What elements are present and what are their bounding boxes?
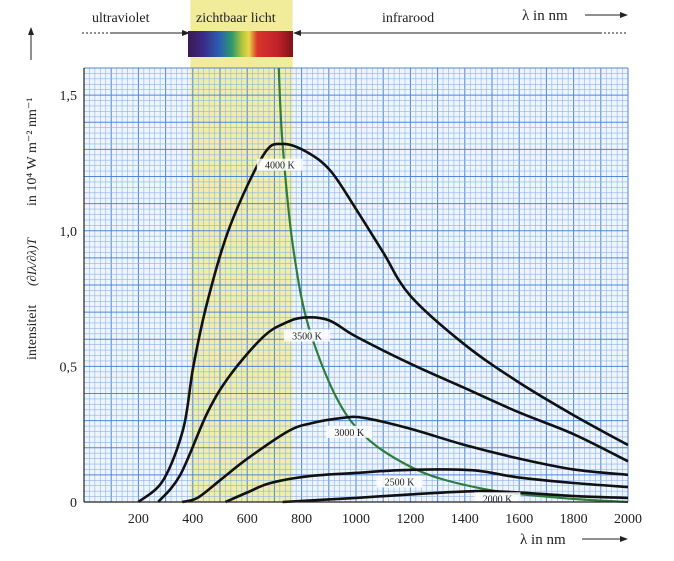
x-tick-label: 1600 <box>505 512 533 527</box>
y-axis-label-unit: in 10⁴ W m⁻² nm⁻¹ <box>25 98 40 206</box>
curves <box>137 67 629 504</box>
curve-label-bg <box>376 475 423 488</box>
curve-label: 4000 K <box>265 161 296 172</box>
curve-label-bg <box>256 158 303 171</box>
x-axis-arrow <box>582 536 628 542</box>
y-tick-label: 0,5 <box>60 360 78 375</box>
axes <box>83 68 628 503</box>
x-tick-labels: 200 400 600 800 1000 1200 1400 1600 1800 2000 <box>128 512 642 527</box>
spectrum-header: ultraviolet zichtbaar licht infrarood λ … <box>82 8 628 57</box>
y-axis-label-prefix: intensiteit <box>25 305 40 360</box>
y-tick-labels: 0 0,5 1,0 1,5 <box>60 89 78 511</box>
series-line-4000k <box>137 142 629 504</box>
curve-labels: 4000 K 3500 K 3000 K 2500 K 2000 K <box>256 158 521 505</box>
series-line-2500k <box>224 468 629 504</box>
series-line-2000k <box>282 489 629 504</box>
infrared-arrow <box>293 30 628 36</box>
x-tick-label: 800 <box>291 512 312 527</box>
y-tick-label: 1,5 <box>60 89 78 104</box>
peak-locus-line <box>277 67 629 504</box>
y-tick-label: 0 <box>70 496 77 511</box>
y-axis-label-formula: (∂Iλ/∂λ)T <box>24 237 39 286</box>
visible-light-label: zichtbaar licht <box>196 11 276 26</box>
x-tick-label: 1200 <box>396 512 424 527</box>
series-line-3500k <box>157 316 629 503</box>
top-axis-label: λ in nm <box>522 8 568 24</box>
x-tick-label: 200 <box>128 512 149 527</box>
x-axis-label: λ in nm <box>520 532 566 548</box>
ultraviolet-label: ultraviolet <box>92 11 150 26</box>
x-tick-label: 2000 <box>614 512 642 527</box>
x-tick-label: 1800 <box>560 512 588 527</box>
curve-label-bg <box>474 492 521 505</box>
series-line-3000k <box>181 415 629 504</box>
curve-label-bg <box>284 329 331 342</box>
curve-label: 3500 K <box>292 332 323 343</box>
curve-label-bg <box>326 425 373 438</box>
spectrum-bar <box>188 31 293 57</box>
y-axis-label: intensiteit (∂Iλ/∂λ)T in 10⁴ W m⁻² nm⁻¹ <box>24 27 40 360</box>
x-tick-label: 1000 <box>342 512 370 527</box>
infrared-label: infrarood <box>382 11 434 26</box>
curve-label: 2500 K <box>385 477 416 488</box>
top-axis-arrow <box>585 12 628 18</box>
x-tick-label: 400 <box>182 512 203 527</box>
y-tick-label: 1,0 <box>60 225 78 240</box>
curve-label: 2000 K <box>483 494 514 505</box>
x-tick-label: 600 <box>237 512 258 527</box>
curve-label: 3000 K <box>334 428 365 439</box>
ultraviolet-arrow <box>82 30 190 36</box>
x-tick-label: 1400 <box>451 512 479 527</box>
